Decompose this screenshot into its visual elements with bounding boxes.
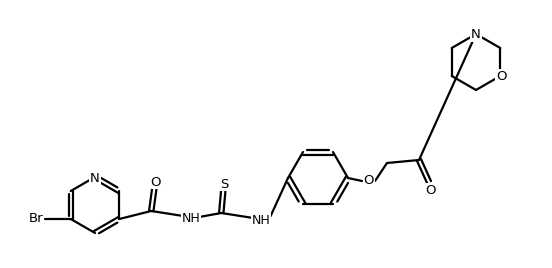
Text: N: N: [90, 172, 100, 184]
Text: N: N: [471, 28, 481, 42]
Text: O: O: [150, 176, 161, 188]
Text: O: O: [496, 69, 507, 83]
Text: S: S: [220, 177, 229, 191]
Text: O: O: [364, 174, 374, 188]
Text: NH: NH: [252, 214, 270, 226]
Text: Br: Br: [29, 213, 43, 225]
Text: NH: NH: [182, 211, 200, 225]
Text: O: O: [426, 184, 436, 196]
